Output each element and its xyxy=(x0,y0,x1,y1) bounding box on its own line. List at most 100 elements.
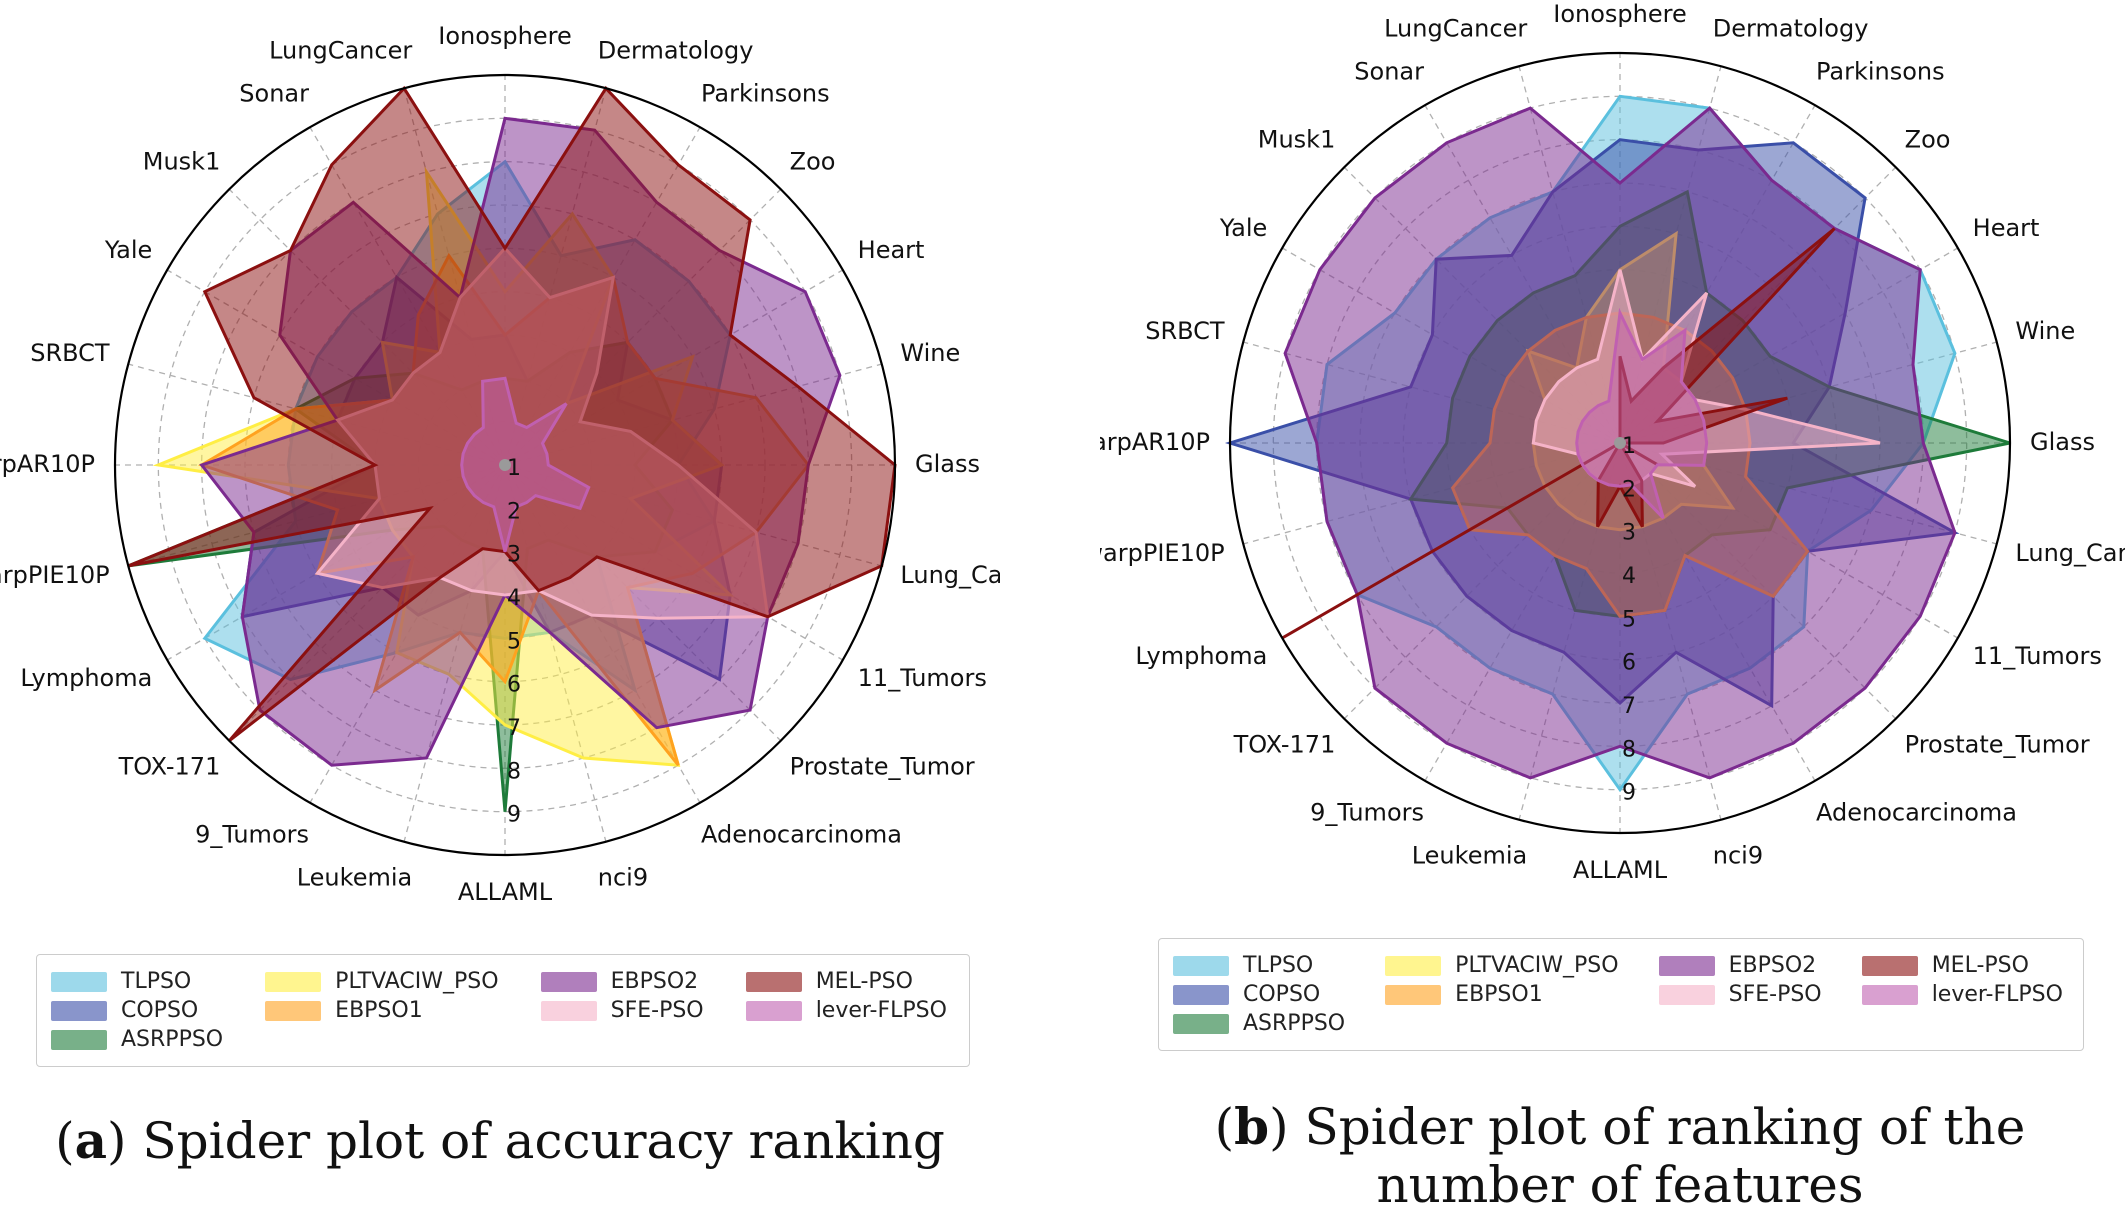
accuracy-legend-item-sfe-pso: SFE-PSO xyxy=(540,998,712,1023)
accuracy-legend-label: PLTVACIW_PSO xyxy=(335,969,499,994)
features-legend-label: lever-FLPSO xyxy=(1931,982,2063,1007)
accuracy-category-label: Parkinsons xyxy=(701,79,830,107)
features-legend-label: COPSO xyxy=(1243,982,1321,1007)
features-category-label: LungCancer xyxy=(1384,15,1527,43)
accuracy-legend-item-ebpso2: EBPSO2 xyxy=(540,969,712,994)
accuracy-legend-item-lever-flpso: lever-FLPSO xyxy=(745,998,955,1023)
accuracy-category-label: Zoo xyxy=(790,147,836,175)
features-legend-label: MEL-PSO xyxy=(1931,953,2029,978)
accuracy-category-label: Sonar xyxy=(239,79,309,107)
features-legend-item-sfe-pso: SFE-PSO xyxy=(1658,982,1828,1007)
features-category-label: warpAR10P xyxy=(1100,428,1210,456)
features-category-label: Dermatology xyxy=(1713,15,1869,43)
accuracy-legend-item-tlpso: TLPSO xyxy=(51,969,231,994)
features-category-label: warpPIE10P xyxy=(1100,539,1225,567)
features-legend-item-ebpso2: EBPSO2 xyxy=(1658,953,1828,978)
features-category-label: Glass xyxy=(2030,428,2095,456)
accuracy-legend-item-copso: COPSO xyxy=(51,998,231,1023)
accuracy-radial-ticks: 1 2 3 4 5 6 7 8 9 xyxy=(507,456,521,828)
features-legend-item-ebpso1: EBPSO1 xyxy=(1385,982,1624,1007)
accuracy-spoke xyxy=(128,363,506,466)
features-radial-ticks: 1 2 3 4 5 6 7 8 9 xyxy=(1622,434,1636,806)
accuracy-legend-item-mel-pso: MEL-PSO xyxy=(745,969,955,994)
accuracy-legend-item-pltvaciw-pso: PLTVACIW_PSO xyxy=(265,969,506,994)
caption-b-letter: b xyxy=(1234,1097,1270,1156)
accuracy-category-label: SRBCT xyxy=(30,339,110,367)
accuracy-legend-swatch xyxy=(745,971,802,992)
legend-accuracy: TLPSO PLTVACIW_PSO EBPSO2 MEL-PSO COPSO EBPSO… xyxy=(36,954,970,1067)
accuracy-category-label: Wine xyxy=(900,339,960,367)
accuracy-category-label: 11_Tumors xyxy=(858,664,987,692)
features-outer-frame xyxy=(1228,51,2012,835)
features-radial-tick-label: 8 xyxy=(1622,737,1636,762)
features-legend-label: SFE-PSO xyxy=(1728,982,1822,1007)
accuracy-legend-label: MEL-PSO xyxy=(815,969,913,994)
features-category-label: Heart xyxy=(1973,214,2040,242)
accuracy-category-label: Heart xyxy=(858,236,925,264)
features-legend-item-asrppso: ASRPPSO xyxy=(1173,1011,1351,1036)
accuracy-legend-swatch xyxy=(540,1000,597,1021)
features-category-label: Musk1 xyxy=(1258,125,1336,153)
features-category-label: Ionosphere xyxy=(1553,0,1686,28)
features-series-lever-flpso xyxy=(1575,307,1709,520)
accuracy-legend-label: EBPSO1 xyxy=(335,998,423,1023)
accuracy-radial-tick-label: 7 xyxy=(507,716,521,741)
features-legend-label: ASRPPSO xyxy=(1243,1011,1346,1036)
features-category-label: Sonar xyxy=(1354,57,1424,85)
features-category-label: Adenocarcinoma xyxy=(1816,799,2017,827)
features-category-label: Zoo xyxy=(1905,125,1951,153)
accuracy-spoke xyxy=(504,464,844,661)
features-category-label: Parkinsons xyxy=(1816,57,1945,85)
accuracy-spoke xyxy=(504,464,607,842)
features-legend-swatch xyxy=(1658,984,1715,1005)
features-legend-swatch xyxy=(1173,955,1229,976)
accuracy-category-label: nci9 xyxy=(598,863,648,891)
accuracy-legend-label: ASRPPSO xyxy=(121,1027,224,1052)
accuracy-spoke xyxy=(403,464,506,842)
accuracy-radial-tick-label: 3 xyxy=(507,543,521,568)
accuracy-series-lever-flpso xyxy=(460,376,591,553)
accuracy-category-label: Prostate_Tumor xyxy=(790,753,975,781)
accuracy-series-group xyxy=(127,85,897,812)
features-category-label: nci9 xyxy=(1713,841,1763,869)
features-legend-swatch xyxy=(1658,955,1715,976)
accuracy-legend-swatch xyxy=(745,1000,802,1021)
features-legend-label: PLTVACIW_PSO xyxy=(1455,953,1619,978)
features-radial-tick-label: 6 xyxy=(1622,651,1636,676)
features-legend-swatch xyxy=(1173,1013,1229,1034)
features-category-label: 9_Tumors xyxy=(1310,799,1424,827)
features-center-dot xyxy=(1614,437,1626,449)
features-category-label: Leukemia xyxy=(1412,841,1528,869)
caption-b-text: Spider plot of ranking of the number of … xyxy=(1304,1098,2026,1214)
accuracy-legend-swatch xyxy=(265,1000,322,1021)
features-legend-item-pltvaciw-pso: PLTVACIW_PSO xyxy=(1385,953,1624,978)
features-radial-tick-label: 4 xyxy=(1622,564,1636,589)
accuracy-radial-tick-label: 5 xyxy=(507,629,521,654)
features-radial-tick-label: 5 xyxy=(1622,607,1636,632)
accuracy-radial-tick-label: 8 xyxy=(507,759,521,784)
features-radial-tick-label: 1 xyxy=(1622,434,1636,459)
caption-a: (a) Spider plot of accuracy ranking xyxy=(55,1111,945,1171)
panel-a: 1 2 3 4 5 6 7 8 9 Ionosphere Dermatology Parkinsons… xyxy=(0,0,1000,1213)
accuracy-category-label: Musk1 xyxy=(143,147,221,175)
features-legend-swatch xyxy=(1861,984,1918,1005)
features-legend-item-copso: COPSO xyxy=(1173,982,1351,1007)
features-category-label: Prostate_Tumor xyxy=(1905,731,2090,759)
accuracy-radial-tick-label: 1 xyxy=(507,456,521,481)
features-category-label: Wine xyxy=(2015,317,2075,345)
features-spoke xyxy=(1243,442,1621,545)
accuracy-category-label: Glass xyxy=(915,450,980,478)
features-radial-tick-label: 3 xyxy=(1622,521,1636,546)
accuracy-category-label: Ionosphere xyxy=(438,22,571,50)
caption-a-text: Spider plot of accuracy ranking xyxy=(142,1112,945,1170)
features-category-label: TOX-171 xyxy=(1233,731,1336,759)
accuracy-category-label: Lymphoma xyxy=(20,664,152,692)
accuracy-legend-item-ebpso1: EBPSO1 xyxy=(265,998,506,1023)
accuracy-category-label: 9_Tumors xyxy=(195,821,309,849)
features-legend-label: EBPSO1 xyxy=(1455,982,1543,1007)
radar-chart-accuracy: 1 2 3 4 5 6 7 8 9 Ionosphere Dermatology Parkinsons… xyxy=(0,22,1000,906)
accuracy-category-label: Dermatology xyxy=(598,37,754,65)
features-legend-item-mel-pso: MEL-PSO xyxy=(1861,953,2069,978)
features-legend-label: TLPSO xyxy=(1243,953,1314,978)
radar-chart-features: 1 2 3 4 5 6 7 8 9 Ionosphere Dermatology Parkinsons… xyxy=(1100,0,2125,884)
